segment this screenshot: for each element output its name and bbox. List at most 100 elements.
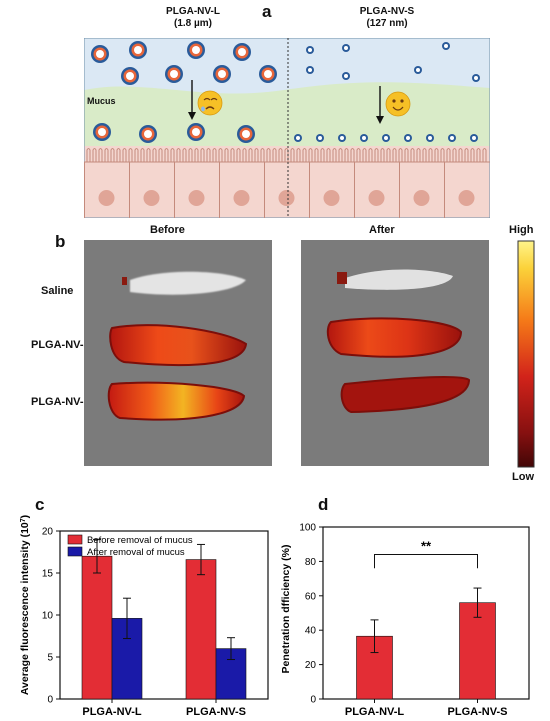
y-tick-label: 15: [42, 569, 54, 580]
cell-nucleus: [368, 190, 385, 206]
before-label: Before: [150, 224, 185, 236]
epithelial-cells: [84, 161, 490, 218]
large-particle: [187, 41, 205, 59]
large-particle: [121, 67, 139, 85]
large-particle: [213, 65, 231, 83]
cell-nucleus: [278, 190, 295, 206]
small-particle: [382, 134, 390, 142]
legend-swatch: [67, 546, 83, 557]
sad-face-icon: [197, 90, 223, 116]
small-particle: [472, 74, 480, 82]
small-particle: [342, 72, 350, 80]
cell-nucleus: [143, 190, 160, 206]
row-label-saline: Saline: [41, 285, 74, 297]
large-particle: [237, 125, 255, 143]
small-particles: [294, 42, 480, 142]
chart-c: 0 5 10 15 20 PLGA-NV-L PLGA-NV-S Before remova…: [19, 515, 269, 718]
chart-d: 0 20 40 60 80 100 PLGA-NV-L PLGA-NV-S ** Penetra…: [280, 523, 530, 718]
plga-nv-s-signal: [109, 324, 248, 367]
bar: [215, 648, 247, 700]
bar: [185, 559, 217, 700]
cell-nucleus: [413, 190, 430, 206]
small-particle: [294, 134, 302, 142]
mucus-penetration-schematic: [84, 38, 490, 218]
right-particle-name: PLGA-NV-S: [359, 6, 415, 17]
scale-high-label: High: [509, 224, 534, 236]
x-tick-label: PLGA-NV-L: [345, 706, 405, 718]
small-particle: [442, 42, 450, 50]
small-particle: [306, 66, 314, 74]
chart-c-ylabel: Average fluorescence intensity (107): [19, 515, 31, 695]
legend-label: Before removal of mucus: [87, 535, 193, 546]
small-particle: [404, 134, 412, 142]
plga-nv-l-signal-after: [340, 376, 471, 414]
small-particle: [414, 66, 422, 74]
left-particle-name: PLGA-NV-L: [166, 6, 220, 17]
bar: [459, 602, 496, 700]
small-particle: [426, 134, 434, 142]
saline-signal-after: [345, 269, 453, 290]
row-label-plga-nv-s: PLGA-NV-S: [31, 339, 91, 351]
cell-nucleus: [323, 190, 340, 206]
x-tick-label: PLGA-NV-S: [186, 706, 246, 718]
cell-nucleus: [188, 190, 205, 206]
x-tick-label: PLGA-NV-L: [82, 706, 142, 718]
panel-a-right-header: PLGA-NV-S (127 nm): [332, 6, 442, 30]
y-tick-label: 100: [299, 523, 316, 534]
significance-label: **: [421, 539, 432, 554]
y-tick-label: 60: [305, 591, 317, 602]
chart-d-ylabel: Penetration dfficiency (%): [280, 545, 292, 674]
arrow-left-head: [188, 112, 196, 120]
y-tick-label: 20: [305, 660, 317, 671]
cell-nucleus: [98, 190, 115, 206]
y-tick-label: 80: [305, 557, 317, 568]
large-particle: [233, 43, 251, 61]
y-tick-label: 20: [42, 527, 54, 538]
small-particle: [470, 134, 478, 142]
after-image: [301, 240, 489, 466]
panel-b-letter: b: [55, 232, 66, 251]
cell-nucleus: [233, 190, 250, 206]
small-particle: [306, 46, 314, 54]
arrow-right-head: [376, 116, 384, 124]
intensity-colorbar: [517, 240, 535, 468]
y-tick-label: 0: [310, 695, 316, 706]
panel-a-letter: a: [262, 2, 272, 21]
large-particle: [93, 123, 111, 141]
before-image: [84, 240, 272, 466]
legend-swatch: [67, 534, 83, 545]
plga-nv-l-signal: [107, 381, 246, 421]
y-tick-label: 0: [47, 695, 53, 706]
left-particle-size: (1.8 µm): [174, 18, 212, 29]
large-particle: [91, 45, 109, 63]
panel-d-letter: d: [318, 495, 329, 514]
y-tick-label: 10: [42, 611, 54, 622]
plga-nv-s-signal-after: [326, 317, 463, 358]
significance-bracket: [374, 554, 478, 569]
large-particles: [91, 41, 277, 143]
legend-label: After removal of mucus: [87, 547, 185, 558]
happy-face-icon: [385, 91, 411, 117]
y-tick-label: 40: [305, 626, 317, 637]
large-particle: [165, 65, 183, 83]
cell-nucleus: [458, 190, 475, 206]
after-label: After: [369, 224, 395, 236]
saline-signal: [130, 271, 246, 295]
small-particle: [316, 134, 324, 142]
right-particle-size: (127 nm): [366, 18, 408, 29]
bar: [81, 555, 113, 700]
large-particle: [187, 123, 205, 141]
panel-c-letter: c: [35, 495, 45, 514]
large-particle: [129, 41, 147, 59]
small-particle: [360, 134, 368, 142]
large-particle: [139, 125, 157, 143]
x-tick-label: PLGA-NV-S: [448, 706, 508, 718]
row-label-plga-nv-l: PLGA-NV-L: [31, 396, 91, 408]
y-tick-label: 5: [47, 653, 53, 664]
mucus-label: Mucus: [87, 96, 116, 106]
large-particle: [259, 65, 277, 83]
microvilli: [86, 148, 487, 162]
plot-frame: [322, 526, 530, 700]
small-particle: [338, 134, 346, 142]
scale-low-label: Low: [512, 471, 534, 483]
